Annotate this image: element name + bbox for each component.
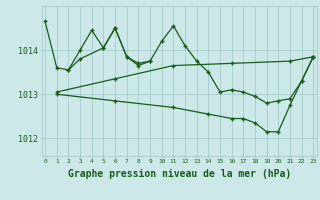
X-axis label: Graphe pression niveau de la mer (hPa): Graphe pression niveau de la mer (hPa): [68, 169, 291, 179]
